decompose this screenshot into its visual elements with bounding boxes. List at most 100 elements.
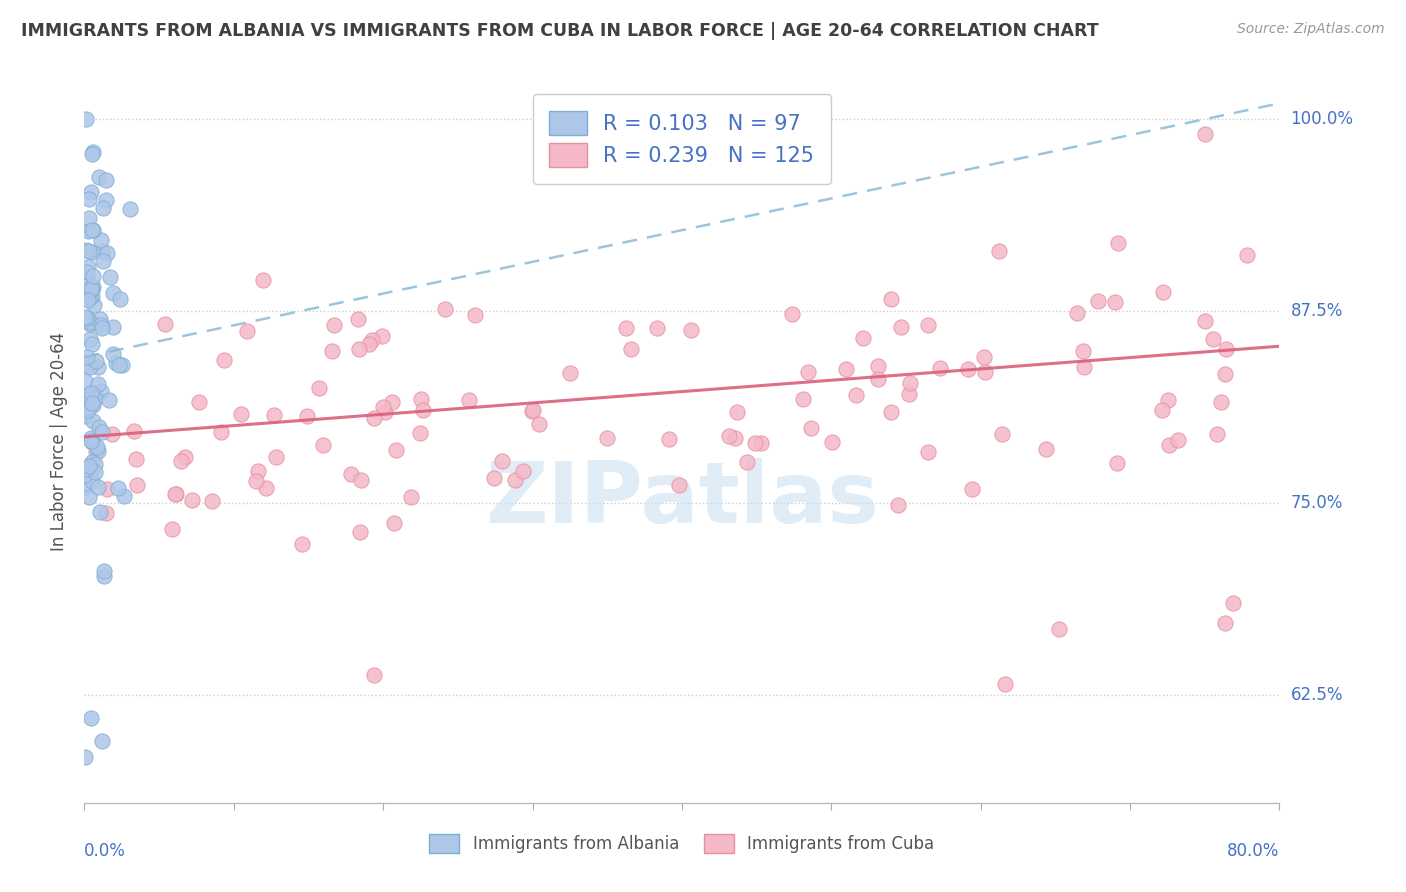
Point <box>1194 314 1216 328</box>
Point <box>82 145 104 160</box>
Point <box>917 445 939 459</box>
Point <box>512 464 534 478</box>
Point <box>596 431 619 445</box>
Point <box>681 323 703 337</box>
Point <box>82 268 104 283</box>
Point <box>1236 248 1258 262</box>
Point <box>96 507 118 521</box>
Point <box>1066 306 1088 320</box>
Point <box>173 450 195 464</box>
Point <box>852 331 875 345</box>
Point <box>87 444 110 458</box>
Point <box>308 381 330 395</box>
Point <box>79 359 101 374</box>
Point <box>80 185 103 199</box>
Point <box>80 434 103 448</box>
Point <box>252 273 274 287</box>
Point <box>1073 359 1095 374</box>
Point <box>75 467 97 482</box>
Point <box>520 404 543 418</box>
Point <box>323 318 346 333</box>
Point <box>80 711 103 725</box>
Point <box>482 471 505 485</box>
Point <box>75 749 97 764</box>
Point <box>108 358 131 372</box>
Point <box>89 505 111 519</box>
Point <box>835 362 858 376</box>
Point <box>76 265 98 279</box>
Point <box>1087 293 1109 308</box>
Point <box>246 464 269 478</box>
Point <box>82 279 104 293</box>
Text: IMMIGRANTS FROM ALBANIA VS IMMIGRANTS FROM CUBA IN LABOR FORCE | AGE 20-64 CORRE: IMMIGRANTS FROM ALBANIA VS IMMIGRANTS FR… <box>21 22 1098 40</box>
Point <box>928 360 950 375</box>
Point <box>295 409 318 423</box>
Point <box>363 668 385 682</box>
Point <box>94 193 117 207</box>
Point <box>89 233 111 247</box>
Point <box>80 146 103 161</box>
Point <box>122 424 145 438</box>
Point <box>412 403 434 417</box>
Point <box>1215 368 1237 382</box>
Point <box>93 201 115 215</box>
Point <box>82 398 104 412</box>
Point <box>529 417 551 432</box>
Point <box>91 425 114 440</box>
Point <box>890 319 912 334</box>
Point <box>1159 438 1181 452</box>
Point <box>75 374 97 388</box>
Point <box>86 444 108 458</box>
Point <box>1035 442 1057 456</box>
Point <box>312 438 335 452</box>
Point <box>162 522 184 536</box>
Point <box>86 359 108 374</box>
Point <box>254 481 277 495</box>
Point <box>101 320 124 334</box>
Point <box>458 392 481 407</box>
Point <box>100 270 122 285</box>
Point <box>371 329 394 343</box>
Point <box>77 260 100 274</box>
Point <box>845 387 868 401</box>
Point <box>399 490 422 504</box>
Point <box>188 395 211 409</box>
Point <box>433 302 456 317</box>
Point <box>93 254 115 268</box>
Point <box>96 173 118 187</box>
Point <box>96 482 118 496</box>
Point <box>82 435 104 450</box>
Point <box>245 474 267 488</box>
Point <box>797 365 820 379</box>
Point <box>749 436 772 450</box>
Point <box>77 490 100 504</box>
Point <box>347 311 370 326</box>
Point <box>263 408 285 422</box>
Point <box>87 377 110 392</box>
Point <box>118 202 141 216</box>
Point <box>165 487 187 501</box>
Point <box>374 405 396 419</box>
Point <box>917 318 939 333</box>
Point <box>89 169 111 184</box>
Point <box>868 359 890 373</box>
Point <box>991 426 1014 441</box>
Point <box>77 401 100 415</box>
Point <box>866 372 889 386</box>
Point <box>957 362 980 376</box>
Text: 62.5%: 62.5% <box>1291 686 1343 704</box>
Point <box>76 350 98 364</box>
Point <box>821 435 844 450</box>
Point <box>201 493 224 508</box>
Point <box>879 404 901 418</box>
Point <box>1167 433 1189 447</box>
Point <box>658 432 681 446</box>
Point <box>93 569 115 583</box>
Point <box>987 244 1010 259</box>
Point <box>80 386 103 401</box>
Point <box>522 402 544 417</box>
Point <box>973 365 995 379</box>
Point <box>349 525 371 540</box>
Point <box>880 293 903 307</box>
Point <box>77 244 100 258</box>
